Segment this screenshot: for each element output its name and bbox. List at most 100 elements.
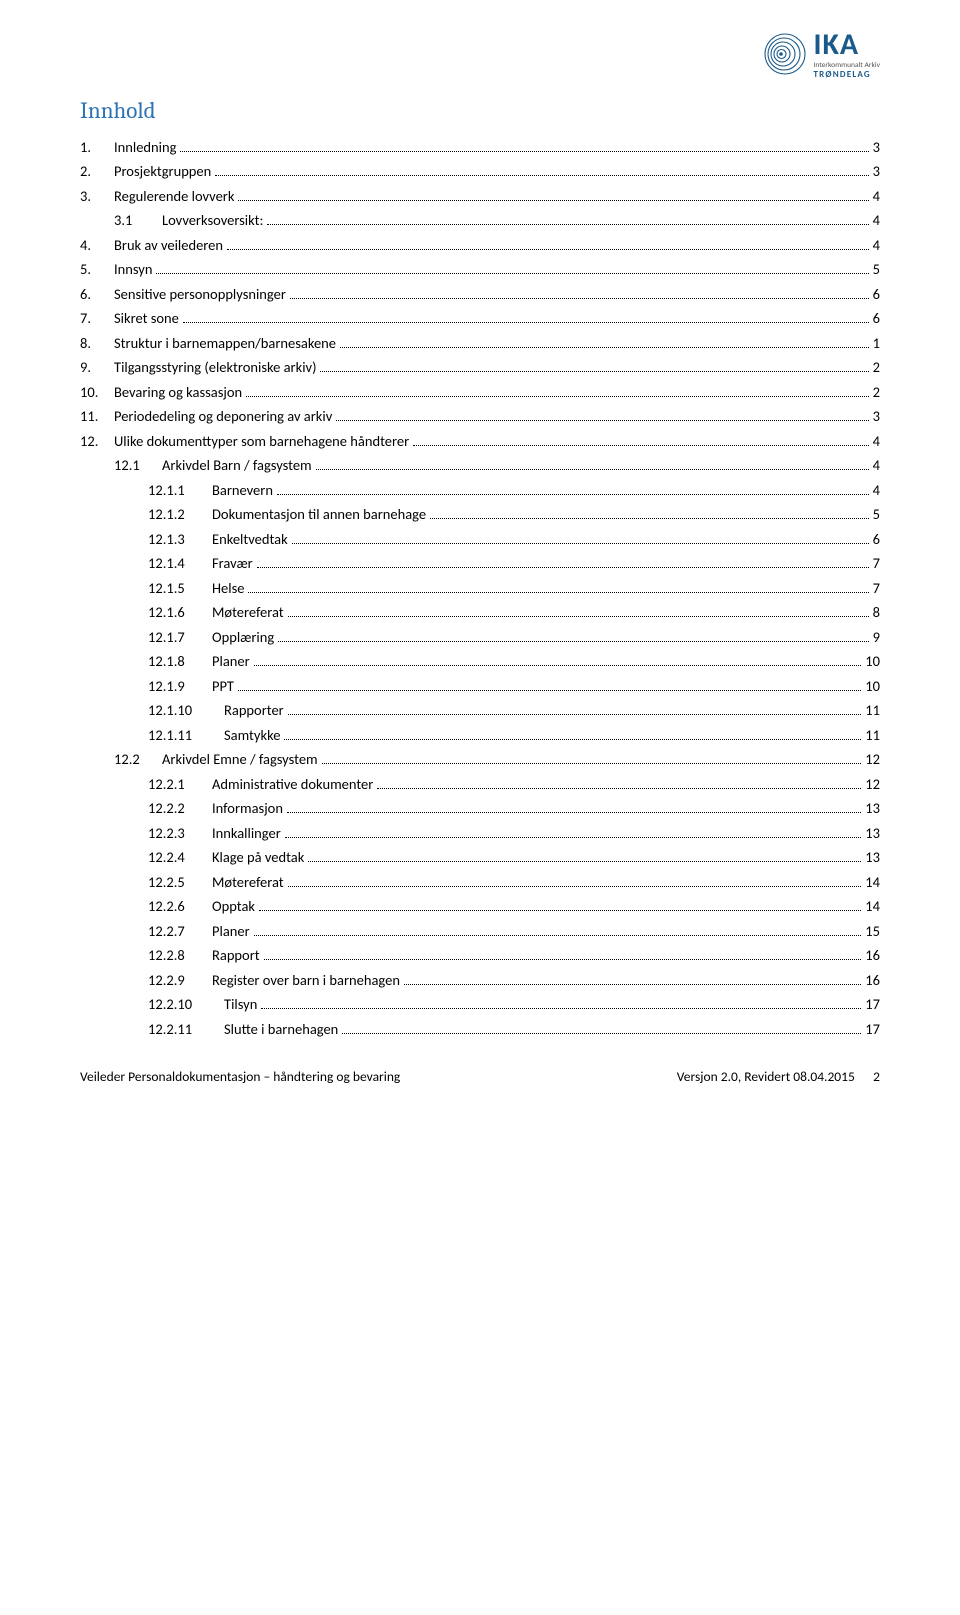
toc-label: Regulerende lovverk [114,187,234,205]
toc-entry[interactable]: 5.Innsyn5 [80,260,880,278]
toc-number: 12.1.5 [148,579,212,597]
header-logo: IKA Interkommunalt Arkiv TRØNDELAG [80,30,880,79]
toc-entry[interactable]: 8.Struktur i barnemappen/barnesakene1 [80,334,880,352]
toc-page-number: 6 [873,285,880,303]
toc-entry[interactable]: 12.1.2Dokumentasjon til annen barnehage 5 [80,505,880,523]
toc-entry[interactable]: 1.Innledning3 [80,138,880,156]
toc-leader-dots [215,175,868,176]
toc-page-number: 13 [865,848,880,866]
toc-label: Arkivdel Barn / fagsystem [162,456,312,474]
toc-entry[interactable]: 12.2.3Innkallinger13 [80,824,880,842]
toc-label: Bevaring og kassasjon [114,383,242,401]
toc-entry[interactable]: 12.1.6Møtereferat8 [80,603,880,621]
toc-entry[interactable]: 12.1.10Rapporter11 [80,701,880,719]
toc-entry[interactable]: 7.Sikret sone6 [80,309,880,327]
toc-page-number: 16 [865,971,880,989]
toc-entry[interactable]: 12.1Arkivdel Barn / fagsystem4 [80,456,880,474]
toc-leader-dots [261,1008,861,1009]
toc-number: 3.1 [114,211,162,229]
toc-page-number: 15 [865,922,880,940]
toc-leader-dots [340,347,869,348]
toc-entry[interactable]: 3.Regulerende lovverk4 [80,187,880,205]
toc-entry[interactable]: 12.2Arkivdel Emne / fagsystem12 [80,750,880,768]
toc-label: Informasjon [212,799,283,817]
toc-entry[interactable]: 9.Tilgangsstyring (elektroniske arkiv)2 [80,358,880,376]
toc-number: 12.2.8 [148,946,212,964]
toc-number: 12.2 [114,750,162,768]
toc-entry[interactable]: 3.1Lovverksoversikt: 4 [80,211,880,229]
toc-entry[interactable]: 12.2.2Informasjon13 [80,799,880,817]
toc-page-number: 3 [873,407,880,425]
toc-page-number: 4 [873,187,880,205]
toc-page-number: 4 [873,456,880,474]
toc-label: Lovverksoversikt: [162,211,263,229]
toc-entry[interactable]: 12.2.11Slutte i barnehagen17 [80,1020,880,1038]
toc-entry[interactable]: 12.1.1Barnevern4 [80,481,880,499]
toc-leader-dots [156,273,868,274]
toc-leader-dots [227,249,869,250]
toc-entry[interactable]: 10.Bevaring og kassasjon2 [80,383,880,401]
toc-page-number: 7 [873,579,880,597]
toc-label: Arkivdel Emne / fagsystem [162,750,318,768]
toc-label: Dokumentasjon til annen barnehage [212,505,426,523]
toc-entry[interactable]: 12.2.7Planer15 [80,922,880,940]
toc-leader-dots [267,224,868,225]
toc-entry[interactable]: 12.1.4Fravær7 [80,554,880,572]
toc-entry[interactable]: 12.2.4Klage på vedtak13 [80,848,880,866]
toc-entry[interactable]: 2.Prosjektgruppen3 [80,162,880,180]
toc-leader-dots [320,371,868,372]
toc-entry[interactable]: 12.2.8Rapport16 [80,946,880,964]
toc-entry[interactable]: 6.Sensitive personopplysninger6 [80,285,880,303]
toc-entry[interactable]: 12.2.10Tilsyn17 [80,995,880,1013]
toc-number: 12. [80,432,114,450]
toc-label: Register over barn i barnehagen [212,971,400,989]
toc-entry[interactable]: 12.2.5Møtereferat14 [80,873,880,891]
toc-leader-dots [284,739,861,740]
toc-entry[interactable]: 12.1.8Planer10 [80,652,880,670]
logo-swirl-icon [763,32,807,76]
toc-number: 12.1.10 [148,701,224,719]
toc-leader-dots [404,984,861,985]
toc-entry[interactable]: 12.2.6Opptak14 [80,897,880,915]
toc-leader-dots [413,445,868,446]
toc-page-number: 4 [873,211,880,229]
toc-leader-dots [288,616,869,617]
toc-entry[interactable]: 12.2.9Register over barn i barnehagen16 [80,971,880,989]
toc-label: Møtereferat [212,873,284,891]
toc-page-number: 6 [873,309,880,327]
toc-page-number: 14 [865,873,880,891]
toc-entry[interactable]: 12.1.11Samtykke11 [80,726,880,744]
toc-page-number: 14 [865,897,880,915]
page-title: Innhold [80,97,880,124]
footer-left: Veileder Personaldokumentasjon – håndter… [80,1068,400,1085]
toc-page-number: 5 [873,505,880,523]
toc-number: 12.1.11 [148,726,224,744]
toc-entry[interactable]: 12.Ulike dokumenttyper som barnehagene h… [80,432,880,450]
toc-page-number: 12 [865,775,880,793]
toc-entry[interactable]: 4.Bruk av veilederen4 [80,236,880,254]
toc-page-number: 17 [865,1020,880,1038]
toc-label: Slutte i barnehagen [224,1020,338,1038]
toc-label: Innkallinger [212,824,281,842]
toc-label: Opptak [212,897,255,915]
toc-leader-dots [377,788,861,789]
toc-entry[interactable]: 12.1.9PPT10 [80,677,880,695]
toc-entry[interactable]: 12.1.3Enkeltvedtak6 [80,530,880,548]
toc-leader-dots [316,469,869,470]
toc-label: Møtereferat [212,603,284,621]
toc-number: 12.2.10 [148,995,224,1013]
toc-entry[interactable]: 12.1.7Opplæring9 [80,628,880,646]
toc-number: 12.1.3 [148,530,212,548]
toc-number: 12.1.2 [148,505,212,523]
logo-title: IKA [813,30,880,60]
toc-page-number: 2 [873,358,880,376]
toc-entry[interactable]: 12.2.1Administrative dokumenter12 [80,775,880,793]
toc-entry[interactable]: 12.1.5Helse7 [80,579,880,597]
toc-page-number: 7 [873,554,880,572]
toc-label: Planer [212,652,250,670]
toc-number: 12.1.7 [148,628,212,646]
toc-leader-dots [254,935,862,936]
toc-leader-dots [287,812,861,813]
toc-page-number: 2 [873,383,880,401]
toc-entry[interactable]: 11.Periodedeling og deponering av arkiv3 [80,407,880,425]
